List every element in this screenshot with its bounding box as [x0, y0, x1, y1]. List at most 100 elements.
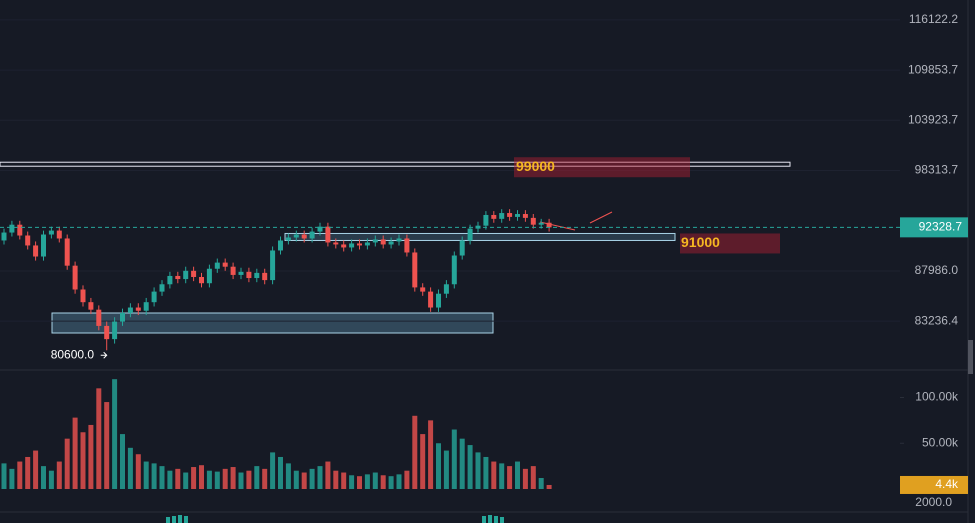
candle-body: [33, 245, 39, 257]
volume-bar: [254, 466, 260, 489]
candle-body: [199, 276, 204, 284]
candle-body: [167, 275, 173, 285]
candle-body: [428, 291, 434, 308]
volume-bar: [48, 470, 54, 489]
candle-body: [278, 240, 283, 251]
level-label: 91000: [681, 234, 720, 250]
candle-body: [48, 230, 54, 235]
volume-bar: [467, 445, 473, 489]
lower-bar: [494, 516, 498, 523]
candle-body: [341, 244, 347, 248]
y-tick-label: 83236.4: [915, 313, 959, 327]
candle-body: [1, 232, 7, 241]
candle-body: [9, 224, 15, 233]
volume-bar: [357, 476, 362, 489]
candle-body: [396, 238, 402, 242]
lower-bar: [172, 516, 176, 523]
y-tick-label: 103923.7: [908, 112, 958, 126]
candle-body: [436, 293, 441, 308]
volume-badge: [900, 475, 968, 494]
candle-body: [349, 243, 355, 248]
volume-bar: [120, 434, 125, 489]
candle-body: [443, 284, 449, 294]
volume-bar: [104, 402, 110, 489]
trend-line: [589, 211, 613, 224]
candle-body: [159, 284, 165, 292]
candle-body: [151, 291, 157, 303]
volume-bar: [9, 468, 15, 489]
volume-bar: [199, 465, 204, 489]
volume-bar: [127, 447, 133, 489]
candle-body: [309, 231, 315, 239]
candle-body: [214, 262, 220, 269]
volume-bar: [262, 468, 268, 489]
candle-body: [246, 271, 252, 279]
scroll-handle[interactable]: [968, 340, 973, 374]
lower-pane: [166, 515, 504, 523]
candle-body: [467, 228, 473, 241]
support-zone: [51, 312, 494, 334]
volume-bar: [96, 388, 102, 489]
lower-bar: [500, 517, 504, 523]
candle-body: [72, 265, 78, 290]
volume-bar: [293, 470, 299, 489]
volume-bar: [325, 461, 331, 489]
volume-bar: [112, 379, 118, 489]
candle-body: [404, 238, 410, 253]
volume-bar: [309, 468, 315, 489]
candle-body: [364, 242, 370, 246]
price-badge: [900, 217, 968, 238]
candle-body: [388, 241, 394, 245]
volume-bar: [483, 456, 489, 489]
volume-bar: [214, 471, 220, 489]
volume-bar: [522, 468, 528, 489]
volume-bar: [1, 463, 7, 489]
volume-tick-label: 50.00k: [922, 435, 959, 449]
volume-bar: [372, 472, 378, 489]
candle-body: [285, 237, 291, 241]
volume-bar: [88, 424, 94, 489]
level-label-box: [680, 233, 780, 254]
lower-pane-tick-label: 2000.0: [915, 495, 952, 509]
volume-bar: [499, 463, 505, 489]
volume-bar: [317, 466, 323, 489]
candle-body: [127, 307, 133, 313]
volume-bar: [270, 452, 276, 489]
candle-body: [262, 272, 268, 281]
level-label-box: [514, 157, 690, 178]
volume-bar: [246, 470, 252, 489]
candle-body: [88, 302, 94, 310]
volume-bar: [17, 461, 23, 489]
candle-body: [112, 321, 118, 340]
volume-bar: [388, 476, 394, 489]
lower-bar: [482, 516, 486, 523]
lower-bar: [488, 515, 492, 523]
candle-body: [120, 312, 125, 322]
volume-bar: [515, 461, 520, 489]
candle-body: [301, 234, 307, 239]
volume-bar: [420, 434, 426, 489]
lower-bar: [178, 515, 182, 523]
candle-body: [372, 239, 378, 243]
volume-bar: [428, 420, 434, 489]
candle-body: [25, 235, 31, 246]
candle-body: [191, 270, 197, 277]
candle-body: [491, 214, 497, 219]
volume-bar: [135, 454, 141, 489]
candle-body: [459, 240, 465, 256]
candle-body: [522, 214, 528, 218]
volume-bar: [72, 417, 78, 489]
volume-bar: [278, 456, 283, 489]
volume-bar: [285, 463, 291, 489]
volume-bar: [459, 438, 465, 489]
volume-bar: [475, 452, 481, 489]
candle-body: [317, 226, 323, 232]
volume-bar: [159, 466, 165, 489]
volume-bar: [80, 432, 86, 489]
volume-bar: [451, 429, 457, 489]
candle-body: [183, 270, 189, 280]
candle-body: [546, 222, 552, 228]
volume-bar: [230, 467, 236, 489]
volume-bar: [301, 472, 307, 489]
